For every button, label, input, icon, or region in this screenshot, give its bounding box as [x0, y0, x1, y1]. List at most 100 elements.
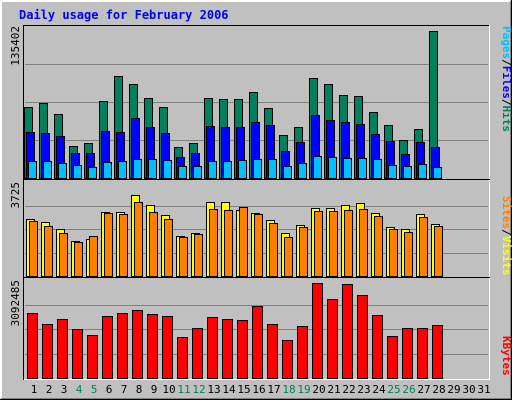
bar-sites-day-23	[359, 209, 368, 277]
bar-pages-day-6	[103, 162, 112, 179]
day-label-29: 29	[447, 383, 460, 396]
bar-pages-day-11	[178, 166, 187, 179]
bar-kbytes-day-17	[267, 324, 278, 379]
bar-pages-day-22	[343, 158, 352, 179]
bar-sites-day-11	[179, 237, 188, 277]
bar-sites-day-17	[269, 223, 278, 277]
bar-sites-day-18	[284, 237, 293, 277]
bar-kbytes-day-8	[132, 310, 143, 379]
bar-kbytes-day-14	[222, 319, 233, 379]
bar-pages-day-13	[208, 161, 217, 179]
panel-3-bars	[27, 283, 443, 379]
day-label-31: 31	[477, 383, 490, 396]
bar-kbytes-day-9	[147, 314, 158, 379]
panel-1-legend: Pages/Files/Hits	[500, 26, 512, 132]
bar-pages-day-12	[193, 166, 202, 179]
bar-kbytes-day-16	[252, 306, 263, 379]
bar-kbytes-day-5	[87, 335, 98, 379]
bar-pages-day-9	[148, 159, 157, 179]
bar-kbytes-day-10	[162, 316, 173, 379]
day-label-9: 9	[151, 383, 158, 396]
panel-3-legend: KBytes	[500, 336, 512, 376]
day-label-20: 20	[312, 383, 325, 396]
day-label-4: 4	[76, 383, 83, 396]
day-label-28: 28	[432, 383, 445, 396]
bar-sites-day-15	[239, 207, 248, 277]
panel-2-bars	[26, 195, 443, 277]
day-label-27: 27	[417, 383, 430, 396]
legend-visits: Visits	[500, 236, 512, 276]
bar-kbytes-day-2	[42, 324, 53, 379]
day-label-14: 14	[222, 383, 236, 396]
day-axis-labels: 1 2 3 4 5 6 7 8 9 10 11 12 13 14 15 16 17 18 19 20 21 22 23 24 2…	[31, 383, 491, 396]
bar-sites-day-1	[29, 221, 38, 277]
bar-pages-day-26	[403, 166, 412, 179]
bar-pages-day-24	[373, 159, 382, 179]
bar-kbytes-day-28	[432, 325, 443, 379]
bar-sites-day-26	[404, 232, 413, 277]
day-label-15: 15	[237, 383, 250, 396]
bar-pages-day-27	[418, 164, 427, 179]
bar-kbytes-day-4	[72, 329, 83, 379]
day-label-17: 17	[267, 383, 280, 396]
day-label-26: 26	[402, 383, 415, 396]
bar-kbytes-day-23	[357, 295, 368, 379]
bar-pages-day-23	[358, 158, 367, 179]
day-label-13: 13	[207, 383, 220, 396]
day-label-30: 30	[462, 383, 475, 396]
bar-kbytes-day-12	[192, 328, 203, 379]
bar-kbytes-day-19	[297, 326, 308, 379]
bar-kbytes-day-20	[312, 283, 323, 379]
bar-pages-day-4	[73, 165, 82, 179]
bar-kbytes-day-22	[342, 284, 353, 379]
bar-kbytes-day-24	[372, 315, 383, 379]
day-label-12: 12	[192, 383, 205, 396]
bar-sites-day-3	[59, 233, 68, 277]
bar-sites-day-2	[44, 226, 53, 277]
bar-kbytes-day-25	[387, 336, 398, 379]
day-label-19: 19	[297, 383, 310, 396]
bar-pages-day-15	[238, 160, 247, 179]
bar-sites-day-4	[74, 242, 83, 277]
bar-pages-day-10	[163, 160, 172, 179]
bar-pages-day-2	[43, 161, 52, 179]
bar-kbytes-day-15	[237, 320, 248, 379]
bar-sites-day-6	[104, 213, 113, 277]
legend-sites: Sites	[500, 196, 512, 229]
bar-pages-day-28	[433, 167, 442, 179]
panel-3-ymax-label: 3092485	[9, 280, 22, 326]
bar-pages-day-25	[388, 165, 397, 179]
bar-sites-day-16	[254, 214, 263, 277]
bar-pages-day-20	[313, 156, 322, 179]
day-label-10: 10	[162, 383, 175, 396]
panel-2-ymax-label: 3725	[9, 182, 22, 209]
legend-files: Files	[500, 66, 512, 99]
day-label-2: 2	[46, 383, 53, 396]
kbytes-panel: 3092485 KBytes	[9, 277, 512, 380]
visits-sites-panel: 3725 Sites/Visits	[9, 179, 512, 278]
day-label-16: 16	[252, 383, 265, 396]
day-label-6: 6	[106, 383, 113, 396]
panel-1-ymax-label: 135402	[9, 26, 22, 66]
bar-sites-day-5	[89, 236, 98, 277]
bar-sites-day-7	[119, 214, 128, 277]
bar-kbytes-day-6	[102, 316, 113, 379]
bar-sites-day-13	[209, 209, 218, 277]
bar-kbytes-day-7	[117, 313, 128, 379]
panel-1-bars	[24, 31, 442, 179]
bar-pages-day-21	[328, 157, 337, 179]
bar-sites-day-24	[374, 216, 383, 277]
day-label-25: 25	[387, 383, 400, 396]
day-label-23: 23	[357, 383, 370, 396]
bar-pages-day-14	[223, 161, 232, 179]
day-label-22: 22	[342, 383, 355, 396]
bar-sites-day-20	[314, 211, 323, 277]
legend-hits: Hits	[500, 106, 512, 133]
bar-pages-day-17	[268, 159, 277, 179]
bar-kbytes-day-11	[177, 337, 188, 379]
bar-kbytes-day-27	[417, 328, 428, 379]
bar-pages-day-8	[133, 159, 142, 179]
day-label-21: 21	[327, 383, 340, 396]
bar-sites-day-27	[419, 217, 428, 277]
